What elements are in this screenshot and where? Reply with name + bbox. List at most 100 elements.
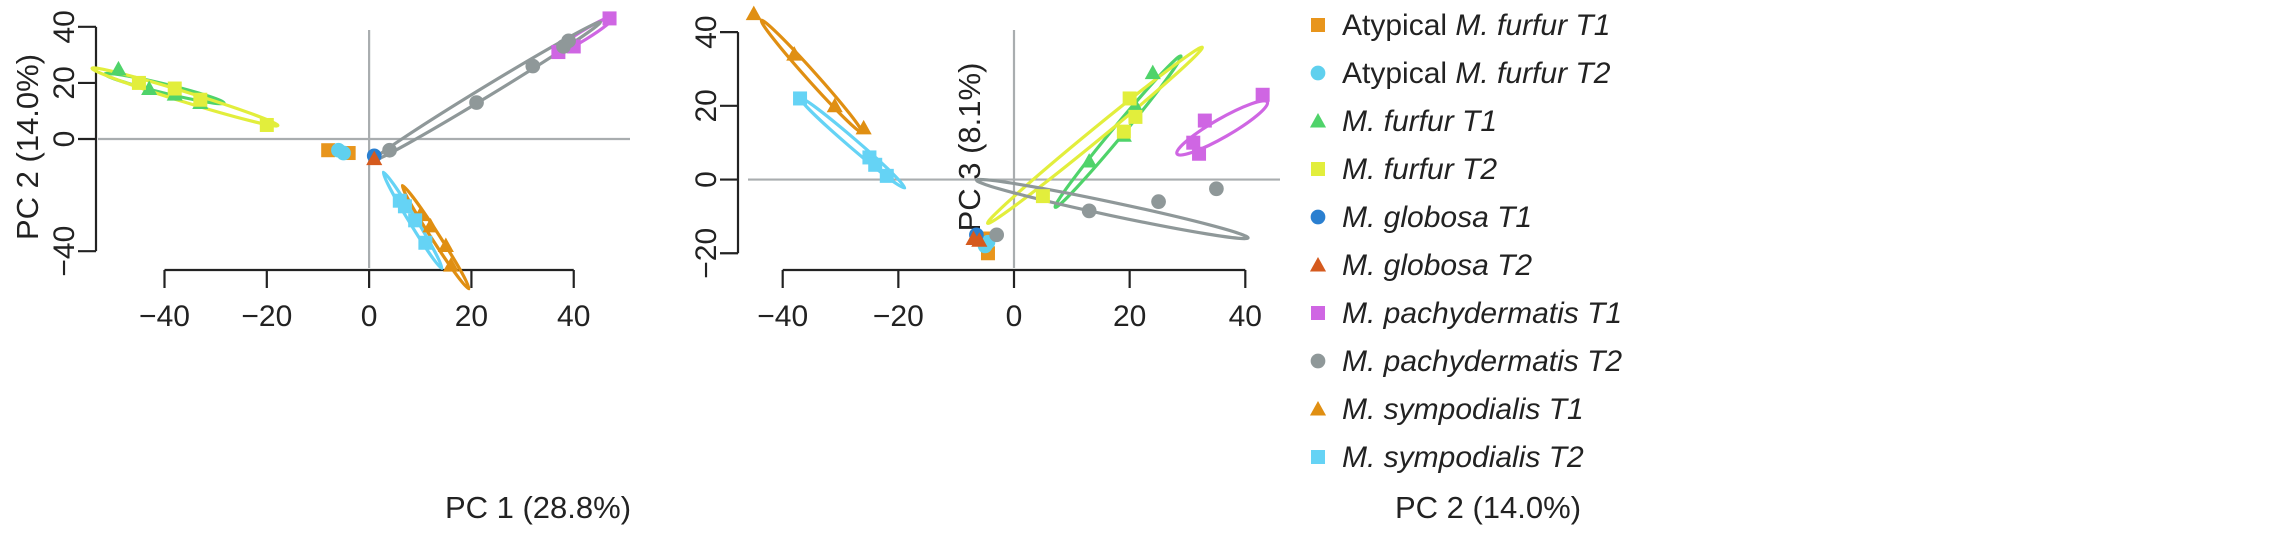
data-point (141, 80, 158, 95)
legend-entry: M. globosa T1 (1342, 201, 1532, 234)
data-point (826, 97, 843, 113)
y-axis-title: PC 2 (14.0%) (10, 54, 45, 240)
confidence-ellipse (759, 18, 864, 135)
y-tick-label: −20 (690, 228, 723, 279)
legend-species: M. furfur T2 (1455, 57, 1610, 90)
data-point (442, 257, 460, 272)
legend-marker (1311, 450, 1325, 464)
x-tick-label: −40 (139, 300, 190, 333)
y-tick-label: −40 (48, 226, 81, 277)
legend-species: M. pachydermatis T2 (1342, 345, 1622, 378)
y-tick-label: 20 (48, 66, 81, 99)
legend-marker (1310, 353, 1326, 369)
data-point (868, 157, 883, 172)
data-point (131, 75, 146, 90)
confidence-ellipse (90, 66, 280, 128)
legend-marker (1310, 209, 1326, 225)
data-point (1255, 87, 1270, 102)
data-point (855, 119, 872, 135)
data-point (879, 168, 894, 183)
data-point (193, 92, 208, 107)
legend-entry: M. sympodialis T2 (1342, 441, 1584, 474)
data-point (336, 145, 351, 161)
legend-entry: M. sympodialis T1 (1342, 393, 1584, 426)
data-point (397, 199, 412, 214)
data-point (602, 11, 617, 26)
x-tick-label: −40 (757, 300, 808, 333)
legend-species: M. furfur T2 (1342, 153, 1497, 186)
legend-marker (1311, 162, 1325, 176)
x-tick-label: −20 (873, 300, 924, 333)
data-point (366, 150, 383, 166)
data-point (1081, 203, 1097, 219)
data-point (1151, 194, 1166, 210)
legend-entry: M. globosa T2 (1342, 249, 1532, 282)
data-point (1116, 124, 1131, 139)
legend-prefix: Atypical (1342, 9, 1455, 42)
legend-species: M. furfur T1 (1455, 9, 1610, 42)
legend-species: M. furfur T1 (1342, 105, 1497, 138)
confidence-ellipse (1175, 99, 1270, 157)
legend-marker (1311, 306, 1325, 320)
x-axis-title: PC 1 (28.8%) (445, 490, 631, 525)
data-point (437, 237, 454, 253)
data-point (1197, 113, 1212, 128)
legend-entry: M. pachydermatis T1 (1342, 297, 1622, 330)
y-tick-label: 40 (48, 10, 81, 43)
data-point (469, 95, 484, 110)
data-point (525, 58, 541, 74)
x-tick-label: 20 (1113, 300, 1146, 333)
data-point (971, 232, 988, 247)
data-point (422, 217, 439, 233)
x-tick-label: 0 (1006, 300, 1023, 333)
x-tick-label: −20 (241, 300, 292, 333)
x-tick-label: 40 (557, 300, 590, 333)
legend-marker (1309, 112, 1327, 128)
y-axis-title: PC 3 (8.1%) (952, 63, 987, 232)
legend-species: M. globosa T1 (1342, 201, 1532, 234)
data-point (321, 143, 336, 158)
legend-species: M. sympodialis T1 (1342, 393, 1584, 426)
data-point (561, 33, 576, 49)
data-point (1209, 181, 1224, 197)
data-point (786, 46, 803, 61)
legend-marker (1309, 256, 1327, 272)
data-point (1035, 189, 1050, 204)
data-point (989, 227, 1005, 243)
legend-entry: Atypical M. furfur T2 (1342, 57, 1611, 90)
legend-prefix: Atypical (1342, 57, 1455, 90)
data-point (418, 235, 433, 250)
legend-species: M. pachydermatis T1 (1342, 297, 1622, 330)
data-point (167, 81, 182, 96)
x-tick-label: 0 (361, 300, 378, 333)
legend-entry: M. furfur T2 (1342, 153, 1497, 186)
confidence-ellipse (985, 45, 1204, 225)
legend-marker (1311, 18, 1325, 32)
confidence-ellipse (974, 177, 1250, 241)
data-point (1128, 109, 1143, 124)
legend-species: M. globosa T2 (1342, 249, 1532, 282)
data-point (382, 142, 397, 158)
legend-entry: Atypical M. furfur T1 (1342, 9, 1610, 42)
data-point (1186, 135, 1201, 150)
data-point (1122, 91, 1137, 106)
x-tick-label: 20 (455, 300, 488, 333)
y-tick-label: 40 (690, 15, 723, 48)
data-point (110, 60, 127, 76)
y-tick-label: 20 (690, 89, 723, 122)
data-point (408, 213, 423, 228)
data-point (1081, 153, 1098, 168)
data-point (259, 117, 274, 132)
legend-entry: M. furfur T1 (1342, 105, 1497, 138)
y-tick-label: 0 (48, 131, 81, 148)
legend-marker (1310, 65, 1326, 81)
pca-panel-pc2-pc3: PC 2 (14.0%) PC 3 (8.1%) −40 −20 0 20 40 −20 0… (690, 5, 1581, 525)
data-point (1144, 64, 1161, 80)
x-tick-label: 40 (1229, 300, 1262, 333)
legend-marker (1309, 400, 1327, 416)
y-tick-label: 0 (690, 171, 723, 188)
x-axis-title: PC 2 (14.0%) (1395, 490, 1581, 525)
data-point (793, 91, 808, 106)
